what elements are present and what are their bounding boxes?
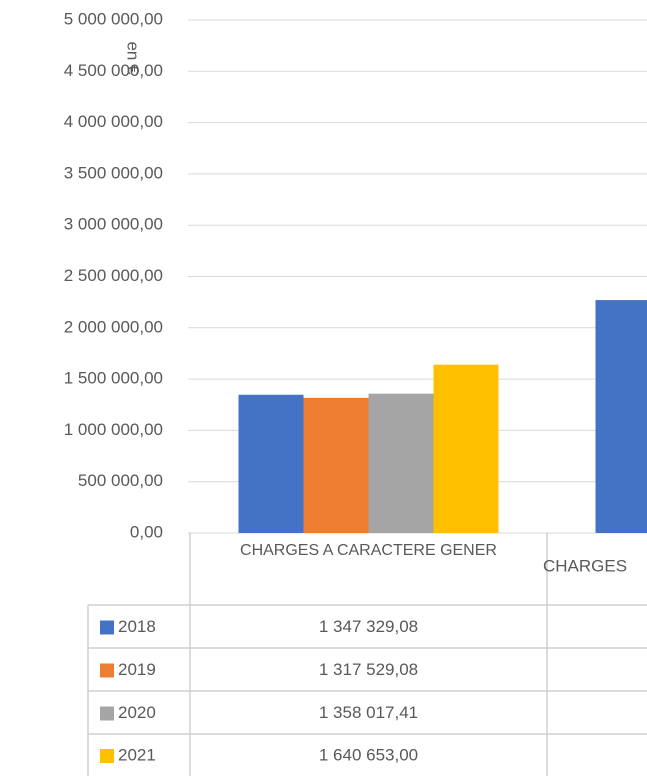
x-tick-label: CHARGES A CARACTERE GENER xyxy=(240,542,497,559)
legend-label: 2020 xyxy=(118,703,156,722)
table-value: 1 347 329,08 xyxy=(319,617,418,636)
legend-label: 2021 xyxy=(118,745,156,764)
legend-swatch xyxy=(100,663,114,678)
y-tick-label: 1 500 000,00 xyxy=(64,369,163,388)
y-tick-label: 500 000,00 xyxy=(78,471,163,490)
y-tick-label: 5 000 000,00 xyxy=(64,9,163,28)
y-tick-label: 2 000 000,00 xyxy=(64,317,163,336)
y-tick-label: 3 500 000,00 xyxy=(64,163,163,182)
bar xyxy=(368,393,434,533)
y-axis-label: en € xyxy=(124,41,143,75)
table-value: 1 317 529,08 xyxy=(319,660,418,679)
y-tick-label: 4 000 000,00 xyxy=(64,112,163,131)
legend-label: 2019 xyxy=(118,660,156,679)
y-tick-label: 0,00 xyxy=(130,522,163,541)
y-tick-label: 3 000 000,00 xyxy=(64,215,163,234)
y-tick-label: 2 500 000,00 xyxy=(64,266,163,285)
bar xyxy=(595,300,647,533)
bar xyxy=(238,394,304,533)
table-value: 1 640 653,00 xyxy=(319,745,418,764)
y-tick-label: 4 500 000,00 xyxy=(64,61,163,80)
x-category-label: CHARGES A CARACTERE GENER xyxy=(240,542,497,559)
table-value: 1 358 017,41 xyxy=(319,703,418,722)
legend-swatch xyxy=(100,749,114,763)
x-tick-label: CHARGES xyxy=(543,556,627,575)
legend-swatch xyxy=(100,620,114,635)
legend-swatch xyxy=(100,706,114,721)
bar xyxy=(303,397,369,533)
y-tick-label: 1 000 000,00 xyxy=(64,420,163,439)
bar xyxy=(433,364,499,533)
legend-label: 2018 xyxy=(118,617,156,636)
